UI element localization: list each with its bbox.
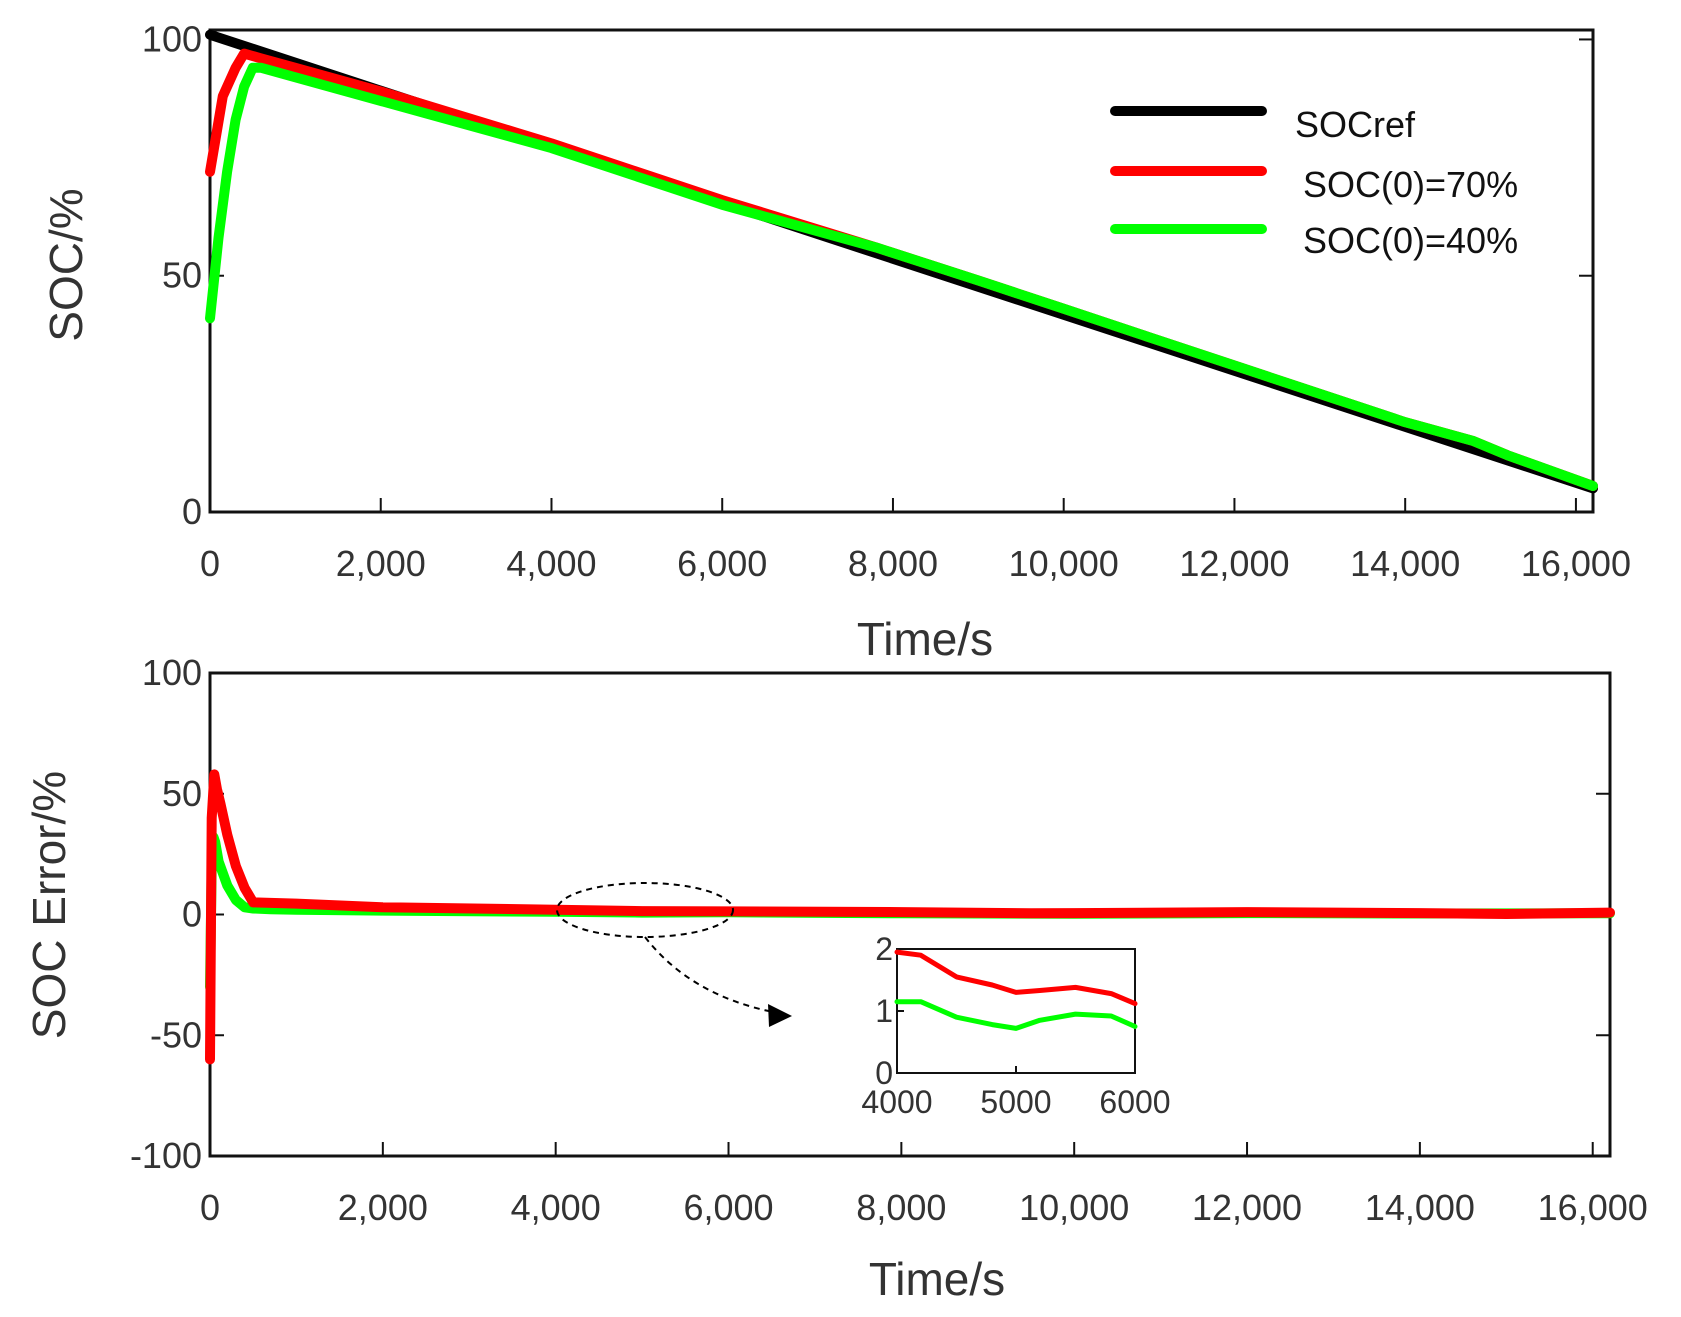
x-tick-label-14-000: 14,000: [1350, 543, 1460, 584]
x-tick-label-0: 0: [200, 543, 220, 584]
x-tick-label-8-000: 8,000: [856, 1187, 946, 1228]
x-tick-label-2-000: 2,000: [338, 1187, 428, 1228]
x-tick-label-12-000: 12,000: [1192, 1187, 1302, 1228]
x-tick-label-6-000: 6,000: [677, 543, 767, 584]
y-tick-label-50: 50: [162, 773, 202, 814]
y-tick-label-0: 0: [875, 1055, 893, 1091]
x-tick-label-8-000: 8,000: [848, 543, 938, 584]
y-tick-label-2: 2: [875, 931, 893, 967]
x-tick-label-0: 0: [200, 1187, 220, 1228]
error-ticks: 0 2,000 4,000 6,000 8,000 10,000 12,000 14,000 1…: [130, 652, 1648, 1228]
series-line-soc-0-40: [894, 999, 1138, 1031]
series-line-soc-0-40: [205, 62, 1598, 491]
error-y-axis-label: SOC Error/%: [23, 771, 75, 1039]
zoom-inset: 4000 5000 6000 0 1 2: [861, 931, 1170, 1120]
y-tick-label-1: 1: [875, 993, 893, 1029]
x-tick-label-4-000: 4,000: [506, 543, 596, 584]
soc-y-axis-label: SOC/%: [40, 188, 92, 341]
legend-label-soc70: SOC(0)=70%: [1303, 164, 1518, 205]
y-tick-label-50: -50: [150, 1014, 202, 1055]
zoom-arrow: [644, 936, 774, 1013]
y-tick-label-0: 0: [182, 894, 202, 935]
series-line-soc-0-70: [894, 949, 1138, 1007]
soc-x-axis-label: Time/s: [857, 613, 993, 665]
legend-label-soc40: SOC(0)=40%: [1303, 220, 1518, 261]
zoom-annotation: [556, 882, 792, 1027]
x-tick-label-6-000: 6,000: [683, 1187, 773, 1228]
x-tick-label-10-000: 10,000: [1019, 1187, 1129, 1228]
zoom-region-ellipse: [556, 882, 734, 938]
y-tick-label-50: 50: [162, 255, 202, 296]
series-line-soc-0-70: [205, 769, 1615, 1065]
x-tick-label-6000: 6000: [1099, 1084, 1170, 1120]
soc-ticks: 0 2,000 4,000 6,000 8,000 10,000 12,000 14,000 1…: [142, 18, 1631, 584]
y-tick-label-0: 0: [182, 491, 202, 532]
x-tick-label-16-000: 16,000: [1538, 1187, 1648, 1228]
soc-chart: 0 2,000 4,000 6,000 8,000 10,000 12,000 14,000 1…: [40, 18, 1631, 665]
x-tick-label-4-000: 4,000: [511, 1187, 601, 1228]
x-tick-label-4000: 4000: [861, 1084, 932, 1120]
inset-series: [894, 949, 1138, 1031]
x-tick-label-5000: 5000: [980, 1084, 1051, 1120]
inset-ticks: 4000 5000 6000 0 1 2: [861, 931, 1170, 1120]
y-tick-label-100: 100: [142, 652, 202, 693]
x-tick-label-16-000: 16,000: [1521, 543, 1631, 584]
arrowhead-icon: [768, 1004, 792, 1027]
y-tick-label-100: 100: [142, 18, 202, 59]
soc-series: [205, 29, 1598, 494]
x-tick-label-10-000: 10,000: [1009, 543, 1119, 584]
error-x-axis-label: Time/s: [869, 1253, 1005, 1305]
error-series: [205, 769, 1615, 1065]
x-tick-label-12-000: 12,000: [1179, 543, 1289, 584]
inset-frame: [896, 948, 1136, 1074]
x-tick-label-14-000: 14,000: [1365, 1187, 1475, 1228]
legend: SOCref SOC(0)=70% SOC(0)=40%: [1110, 104, 1518, 261]
x-tick-label-2-000: 2,000: [336, 543, 426, 584]
soc-error-chart: 0 2,000 4,000 6,000 8,000 10,000 12,000 14,000 1…: [23, 652, 1648, 1305]
legend-label-socref: SOCref: [1295, 104, 1416, 145]
y-tick-label-100: -100: [130, 1135, 202, 1176]
